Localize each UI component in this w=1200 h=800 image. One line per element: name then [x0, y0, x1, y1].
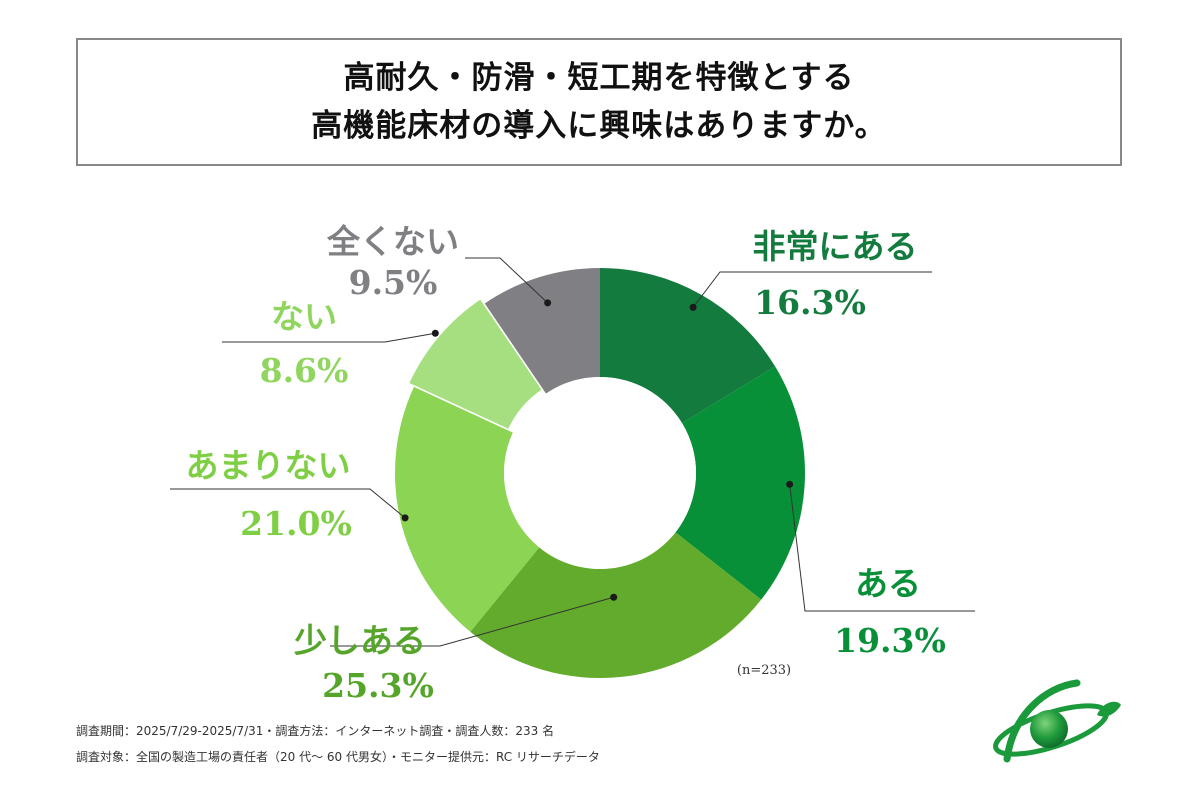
title-line-2: 高機能床材の導入に興味はありますか。	[311, 108, 887, 144]
leader-dot	[689, 303, 697, 311]
leader-line	[789, 484, 975, 612]
slice-value: 21.0%	[240, 504, 352, 543]
slice-value: 8.6%	[260, 351, 349, 390]
donut-slice	[600, 268, 776, 424]
donut-slice	[484, 268, 600, 394]
leader-line	[692, 271, 932, 308]
title-box: 高耐久・防滑・短工期を特徴とする 高機能床材の導入に興味はありますか。	[76, 38, 1122, 166]
slice-value: 9.5%	[349, 263, 438, 302]
slice-label: ある	[855, 564, 921, 603]
sample-size-label: (n=233)	[737, 663, 791, 678]
leader-line	[170, 488, 406, 519]
leader-dot	[431, 329, 439, 337]
donut-slice	[409, 299, 542, 429]
leader-dot	[610, 593, 618, 601]
slice-value: 19.3%	[834, 621, 946, 660]
title-line-1: 高耐久・防滑・短工期を特徴とする	[343, 60, 855, 96]
slice-value: 16.3%	[754, 283, 866, 322]
slice-label: ない	[271, 297, 337, 336]
slice-label: あまりない	[186, 446, 351, 485]
donut-slice	[675, 366, 805, 600]
footer-survey-period: 調査期間：2025/7/29-2025/7/31・調査方法：インターネット調査・…	[76, 724, 555, 738]
donut-hole	[504, 377, 696, 569]
donut-slice	[470, 532, 762, 678]
slice-label: 非常にある	[753, 227, 918, 266]
slice-label: 全くない	[326, 222, 459, 261]
leader-line	[465, 257, 549, 304]
leader-dot	[401, 514, 409, 522]
leader-dot	[786, 480, 794, 488]
leader-line	[330, 596, 614, 647]
company-logo	[993, 679, 1121, 763]
slice-value: 25.3%	[322, 666, 434, 705]
donut-slice	[395, 386, 540, 632]
leader-dot	[544, 299, 552, 307]
slice-label: 少しある	[294, 621, 426, 660]
footer-survey-target: 調査対象：全国の製造工場の責任者（20 代～ 60 代男女）・モニター提供元：R…	[76, 750, 600, 764]
leader-line	[222, 332, 436, 343]
